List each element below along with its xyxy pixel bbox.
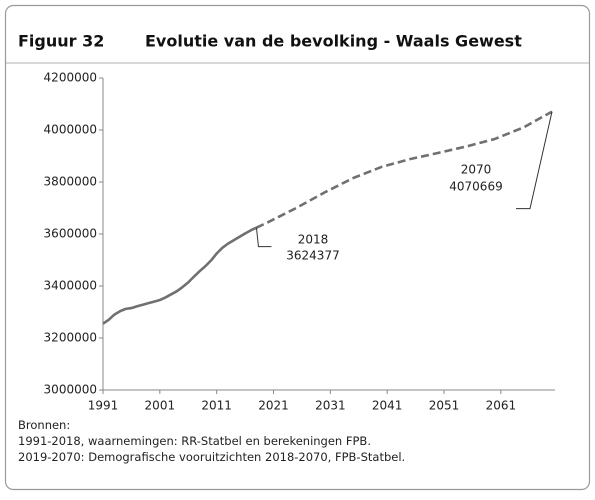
x-tick-label: 2021: [258, 399, 289, 413]
x-tick-label: 2011: [201, 399, 232, 413]
annotation-leader: [516, 111, 553, 210]
y-tick-label: 3000000: [44, 383, 97, 397]
annotation-value: 4070669: [449, 180, 502, 194]
series-line: [102, 226, 258, 325]
x-tick-label: 2031: [315, 399, 346, 413]
y-tick-label: 4200000: [44, 71, 97, 85]
frame: [4, 4, 591, 491]
annotation-year: 2070: [461, 163, 492, 177]
x-tick-label: 1991: [88, 399, 119, 413]
y-tick-label: 3600000: [44, 227, 97, 241]
figure-label: Figuur 32: [18, 32, 104, 51]
x-tick-label: 2061: [486, 399, 517, 413]
x-tick-label: 2051: [429, 399, 460, 413]
chart-title: Evolutie van de bevolking - Waals Gewest: [145, 32, 522, 51]
x-tick-label: 2041: [372, 399, 403, 413]
series-line: [255, 110, 553, 229]
y-tick-label: 3400000: [44, 279, 97, 293]
x-tick-label: 2001: [145, 399, 176, 413]
y-tick-label: 3200000: [44, 331, 97, 345]
note: 1991-2018, waarnemingen: RR-Statbel en b…: [18, 434, 371, 448]
annotation-value: 3624377: [286, 249, 339, 263]
annotation-year: 2018: [298, 233, 329, 247]
note: Bronnen:: [18, 418, 70, 432]
y-tick-label: 3800000: [44, 175, 97, 189]
annotation-leader: [255, 227, 272, 248]
y-tick-label: 4000000: [44, 123, 97, 137]
note: 2019-2070: Demografische vooruitzichten …: [18, 450, 405, 464]
